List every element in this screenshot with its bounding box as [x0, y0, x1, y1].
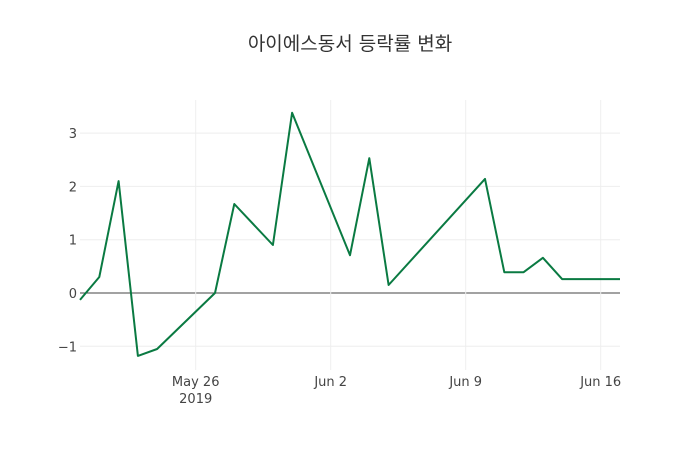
- x-tick-label: Jun 2: [313, 375, 347, 390]
- x-tick-label: Jun 9: [448, 375, 482, 390]
- chart-title: 아이에스동서 등락률 변화: [248, 33, 452, 55]
- y-tick-label: 0: [69, 287, 77, 302]
- y-tick-label: 3: [69, 127, 77, 142]
- grid: [80, 100, 620, 370]
- y-tick-label: −1: [58, 340, 77, 355]
- y-tick-label: 2: [69, 180, 77, 195]
- x-axis: May 26 2019 Jun 2 Jun 9 Jun 16: [172, 375, 621, 407]
- series-line: [79, 111, 620, 357]
- x-tick-label: Jun 16: [579, 375, 621, 390]
- y-axis: −1 0 1 2 3: [58, 127, 77, 355]
- x-tick-sublabel: 2019: [179, 392, 212, 407]
- plot-area: [79, 111, 620, 357]
- x-tick-label: May 26: [172, 375, 220, 390]
- y-tick-label: 1: [69, 234, 77, 249]
